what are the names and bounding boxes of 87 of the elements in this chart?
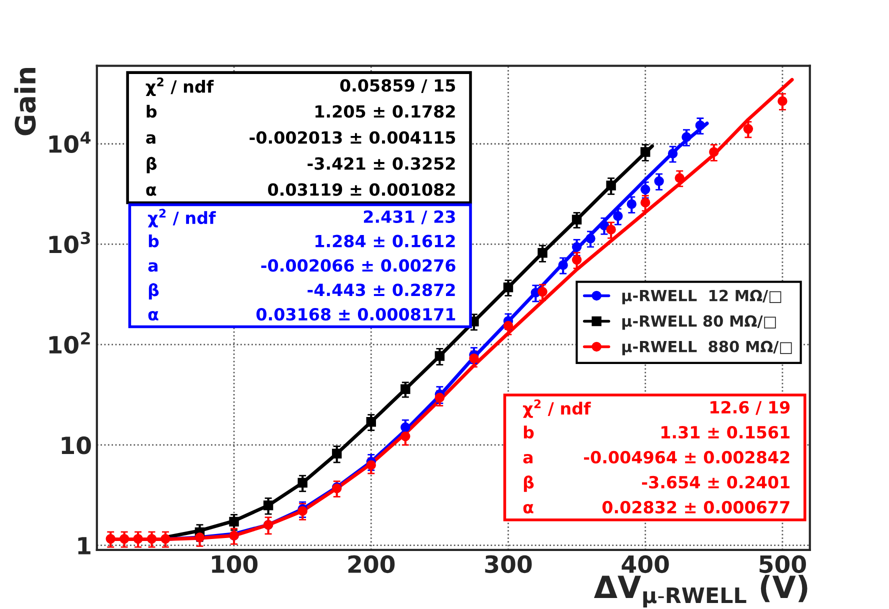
point [503,282,514,292]
annotation: 1.31 ± 0.1561 [662,426,790,439]
point [434,392,445,403]
point [682,132,692,142]
point [160,534,170,544]
point [400,422,410,432]
annotation: b [524,426,534,439]
x-tick-label: 400 [622,555,669,574]
point [503,320,514,331]
annotation: -3.421 ± 0.3252 [308,157,455,170]
point [469,353,479,364]
annotation: a [523,454,532,464]
point [709,147,719,157]
point [654,176,664,186]
point [558,260,568,270]
point [674,173,684,183]
point [263,500,274,510]
point [606,180,616,190]
legend-label: μ-RWELL 80 MΩ/□ [622,315,776,330]
annotation: 0.03119 ± 0.001082 [268,183,455,196]
point [572,242,582,252]
y-tick-label: 10 [62,436,91,454]
point [626,199,636,209]
point [743,124,754,134]
point [119,534,130,544]
y-tick-label: 1 [78,537,90,554]
point [538,286,548,297]
annotation: χ$^{2}$ / ndf [148,208,216,228]
annotation: β [146,156,157,174]
point [229,516,239,527]
point [613,211,623,221]
annotation: χ$^{2}$ / ndf [146,78,214,96]
point [586,234,596,244]
annotation: b [148,234,159,248]
annotation: 0.05859 / 15 [340,79,456,94]
point [599,220,610,230]
point [106,534,116,544]
point [572,214,582,224]
point [400,431,410,442]
point [695,120,706,130]
x-tick-label: 200 [348,555,395,574]
point [640,184,650,194]
y-tick-label: 10$^{2}$ [49,332,90,354]
legend-label: μ-RWELL 880 MΩ/□ [622,340,792,356]
annotation: χ$^{2}$ / ndf [522,399,591,418]
annotation: 0.03168 ± 0.0008171 [256,308,456,321]
point [298,478,308,488]
point [572,254,582,265]
annotation: 1.284 ± 0.1612 [316,234,455,248]
annotation: β [148,283,159,300]
annotation: 12.6 / 19 [710,400,790,415]
point [146,534,157,544]
y-tick-label: 10$^{4}$ [49,132,91,154]
annotation: 0.02832 ± 0.000677 [602,500,790,514]
annotation: β [524,476,534,492]
point [332,448,342,458]
point [668,148,678,158]
point [640,147,650,157]
point [434,351,445,361]
y-tick-label: 10$^{3}$ [49,232,90,254]
annotation: a [148,262,158,272]
point [778,96,788,106]
annotation: -0.004964 ± 0.002842 [584,450,790,464]
annotation: a [146,134,156,144]
annotation: 2.431 / 23 [364,210,455,224]
x-tick-label: 100 [212,555,258,574]
point [133,534,143,544]
annotation: α [146,186,156,196]
legend-label: μ-RWELL 12 MΩ/□ [622,290,782,304]
point [640,198,650,208]
annotation: -3.654 ± 0.2401 [642,476,790,489]
point [400,384,410,394]
point [606,224,616,234]
point [366,416,376,427]
annotation: -0.002013 ± 0.004115 [250,131,456,144]
annotation: α [148,311,158,321]
x-axis-title: ΔV$_{μ-RWELL}$ (V) [594,574,808,608]
annotation: b [146,104,157,118]
annotation: -4.443 ± 0.2872 [308,284,455,296]
point [538,248,548,258]
annotation: -0.002066 ± 0.00276 [261,259,456,272]
annotation: 1.205 ± 0.1782 [316,105,455,118]
x-tick-label: 300 [485,555,532,574]
x-tick-label: 500 [760,555,806,574]
annotation: α [523,504,534,514]
y-axis-title: Gain [14,68,36,136]
point [366,460,376,470]
